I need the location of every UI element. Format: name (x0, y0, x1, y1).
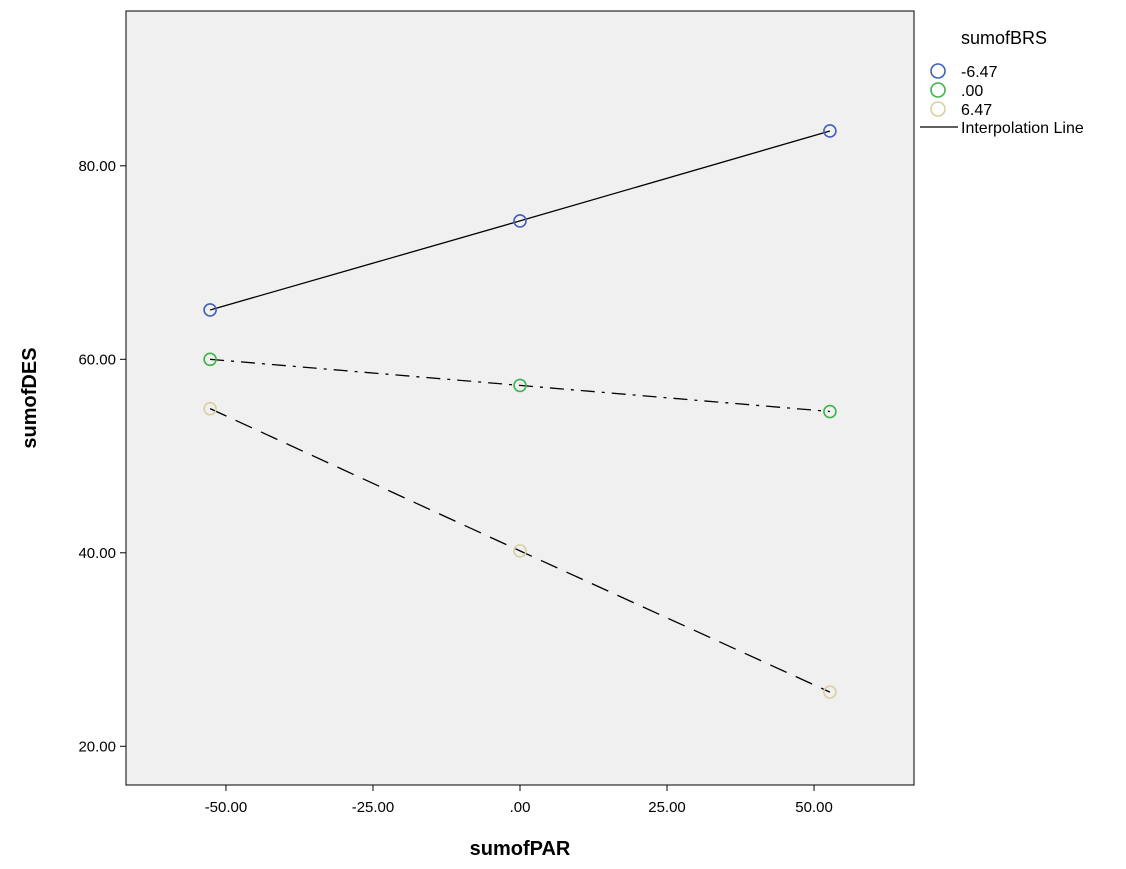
x-tick-label: .00 (510, 799, 531, 816)
axis-ticks: -50.00 -25.00 .00 25.00 50.00 20.00 40.00 60.00… (78, 158, 832, 816)
interpolation-lines (209, 130, 831, 693)
data-point (513, 544, 527, 558)
x-tick-label: 50.00 (795, 799, 833, 816)
y-tick-label: 20.00 (78, 738, 116, 755)
legend-label: -6.47 (961, 64, 998, 81)
data-point (823, 404, 837, 419)
series-line (209, 408, 831, 693)
legend-marker (930, 82, 946, 98)
data-point (203, 303, 217, 317)
legend-marker (930, 101, 946, 117)
x-tick-label: -25.00 (352, 799, 395, 816)
series-line (210, 358, 830, 413)
legend-label: 6.47 (961, 102, 992, 119)
data-point (513, 214, 527, 228)
legend-line-label: Interpolation Line (961, 120, 1084, 137)
legend-title: sumofBRS (961, 28, 1047, 48)
plot-area (126, 11, 914, 785)
x-tick-label: 25.00 (648, 799, 686, 816)
x-tick-label: -50.00 (205, 799, 248, 816)
data-points (203, 124, 837, 699)
data-point (823, 685, 837, 699)
legend-label: .00 (961, 83, 983, 100)
plot-frame (125, 10, 915, 786)
y-tick-label: 40.00 (78, 545, 116, 562)
y-tick-label: 80.00 (78, 158, 116, 175)
data-point (513, 378, 527, 393)
series-line (209, 130, 831, 311)
data-point (203, 352, 217, 367)
data-point (823, 124, 837, 138)
y-axis-title: sumofDES (19, 347, 41, 448)
data-point (203, 401, 217, 416)
x-axis-title: sumofPAR (470, 838, 571, 860)
legend-marker (930, 63, 946, 79)
y-tick-label: 60.00 (78, 351, 116, 368)
